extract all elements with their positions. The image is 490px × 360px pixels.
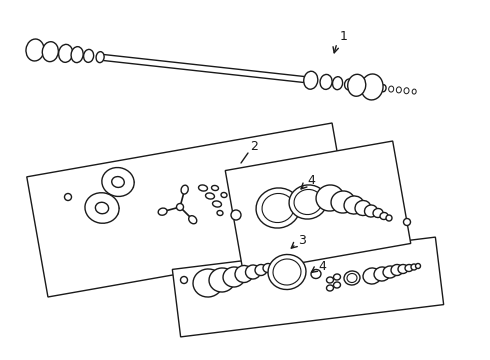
Ellipse shape bbox=[209, 268, 235, 292]
Ellipse shape bbox=[102, 167, 134, 197]
Ellipse shape bbox=[26, 39, 44, 61]
Text: 2: 2 bbox=[250, 140, 258, 153]
Ellipse shape bbox=[355, 201, 371, 216]
Ellipse shape bbox=[386, 215, 392, 221]
Ellipse shape bbox=[411, 264, 417, 270]
Ellipse shape bbox=[294, 189, 322, 215]
Ellipse shape bbox=[231, 210, 241, 220]
Ellipse shape bbox=[176, 203, 183, 211]
Ellipse shape bbox=[304, 71, 318, 89]
Ellipse shape bbox=[374, 267, 390, 281]
Ellipse shape bbox=[268, 255, 306, 289]
Ellipse shape bbox=[235, 265, 253, 283]
Ellipse shape bbox=[334, 282, 341, 288]
Ellipse shape bbox=[334, 274, 341, 280]
Ellipse shape bbox=[380, 212, 388, 220]
Polygon shape bbox=[225, 141, 411, 273]
Ellipse shape bbox=[320, 75, 332, 89]
Ellipse shape bbox=[373, 208, 383, 217]
Ellipse shape bbox=[412, 89, 416, 94]
Ellipse shape bbox=[255, 265, 267, 275]
Ellipse shape bbox=[398, 265, 408, 274]
Ellipse shape bbox=[245, 265, 261, 279]
Ellipse shape bbox=[256, 188, 300, 228]
Ellipse shape bbox=[181, 185, 188, 194]
Ellipse shape bbox=[365, 82, 372, 91]
Ellipse shape bbox=[373, 84, 379, 91]
Ellipse shape bbox=[221, 193, 227, 198]
Ellipse shape bbox=[223, 267, 245, 287]
Ellipse shape bbox=[326, 277, 334, 283]
Ellipse shape bbox=[389, 86, 393, 92]
Ellipse shape bbox=[316, 185, 344, 211]
Ellipse shape bbox=[381, 85, 386, 92]
Ellipse shape bbox=[205, 193, 215, 199]
Ellipse shape bbox=[405, 265, 413, 271]
Ellipse shape bbox=[396, 87, 401, 93]
Ellipse shape bbox=[71, 47, 83, 63]
Text: 1: 1 bbox=[340, 30, 348, 42]
Text: 3: 3 bbox=[298, 234, 306, 247]
Ellipse shape bbox=[180, 276, 188, 284]
Ellipse shape bbox=[347, 274, 357, 283]
Ellipse shape bbox=[331, 191, 355, 213]
Ellipse shape bbox=[213, 201, 221, 207]
Polygon shape bbox=[27, 123, 353, 297]
Ellipse shape bbox=[193, 269, 223, 297]
Ellipse shape bbox=[365, 205, 377, 217]
Ellipse shape bbox=[326, 285, 334, 291]
Ellipse shape bbox=[158, 208, 167, 215]
Ellipse shape bbox=[344, 79, 354, 90]
Ellipse shape bbox=[263, 264, 273, 273]
Ellipse shape bbox=[289, 185, 327, 219]
Ellipse shape bbox=[112, 176, 124, 188]
Ellipse shape bbox=[85, 193, 119, 223]
Ellipse shape bbox=[65, 194, 72, 201]
Polygon shape bbox=[172, 237, 443, 337]
Ellipse shape bbox=[404, 88, 409, 94]
Ellipse shape bbox=[344, 196, 364, 214]
Ellipse shape bbox=[361, 74, 383, 100]
Ellipse shape bbox=[59, 44, 73, 62]
Text: 4: 4 bbox=[307, 175, 315, 188]
Ellipse shape bbox=[344, 271, 360, 285]
Ellipse shape bbox=[391, 265, 403, 275]
Ellipse shape bbox=[363, 268, 381, 284]
Ellipse shape bbox=[416, 264, 420, 269]
Ellipse shape bbox=[198, 185, 207, 191]
Ellipse shape bbox=[96, 51, 104, 63]
Ellipse shape bbox=[262, 193, 294, 222]
Ellipse shape bbox=[403, 219, 411, 225]
Ellipse shape bbox=[273, 259, 301, 285]
Ellipse shape bbox=[189, 216, 197, 224]
Ellipse shape bbox=[311, 270, 321, 279]
Ellipse shape bbox=[333, 77, 343, 90]
Ellipse shape bbox=[217, 211, 223, 216]
Ellipse shape bbox=[96, 202, 109, 214]
Ellipse shape bbox=[383, 266, 397, 278]
Ellipse shape bbox=[212, 185, 219, 190]
Text: 4: 4 bbox=[318, 260, 326, 273]
Ellipse shape bbox=[348, 74, 366, 96]
Ellipse shape bbox=[84, 49, 94, 62]
Ellipse shape bbox=[42, 42, 58, 62]
Ellipse shape bbox=[353, 80, 361, 90]
